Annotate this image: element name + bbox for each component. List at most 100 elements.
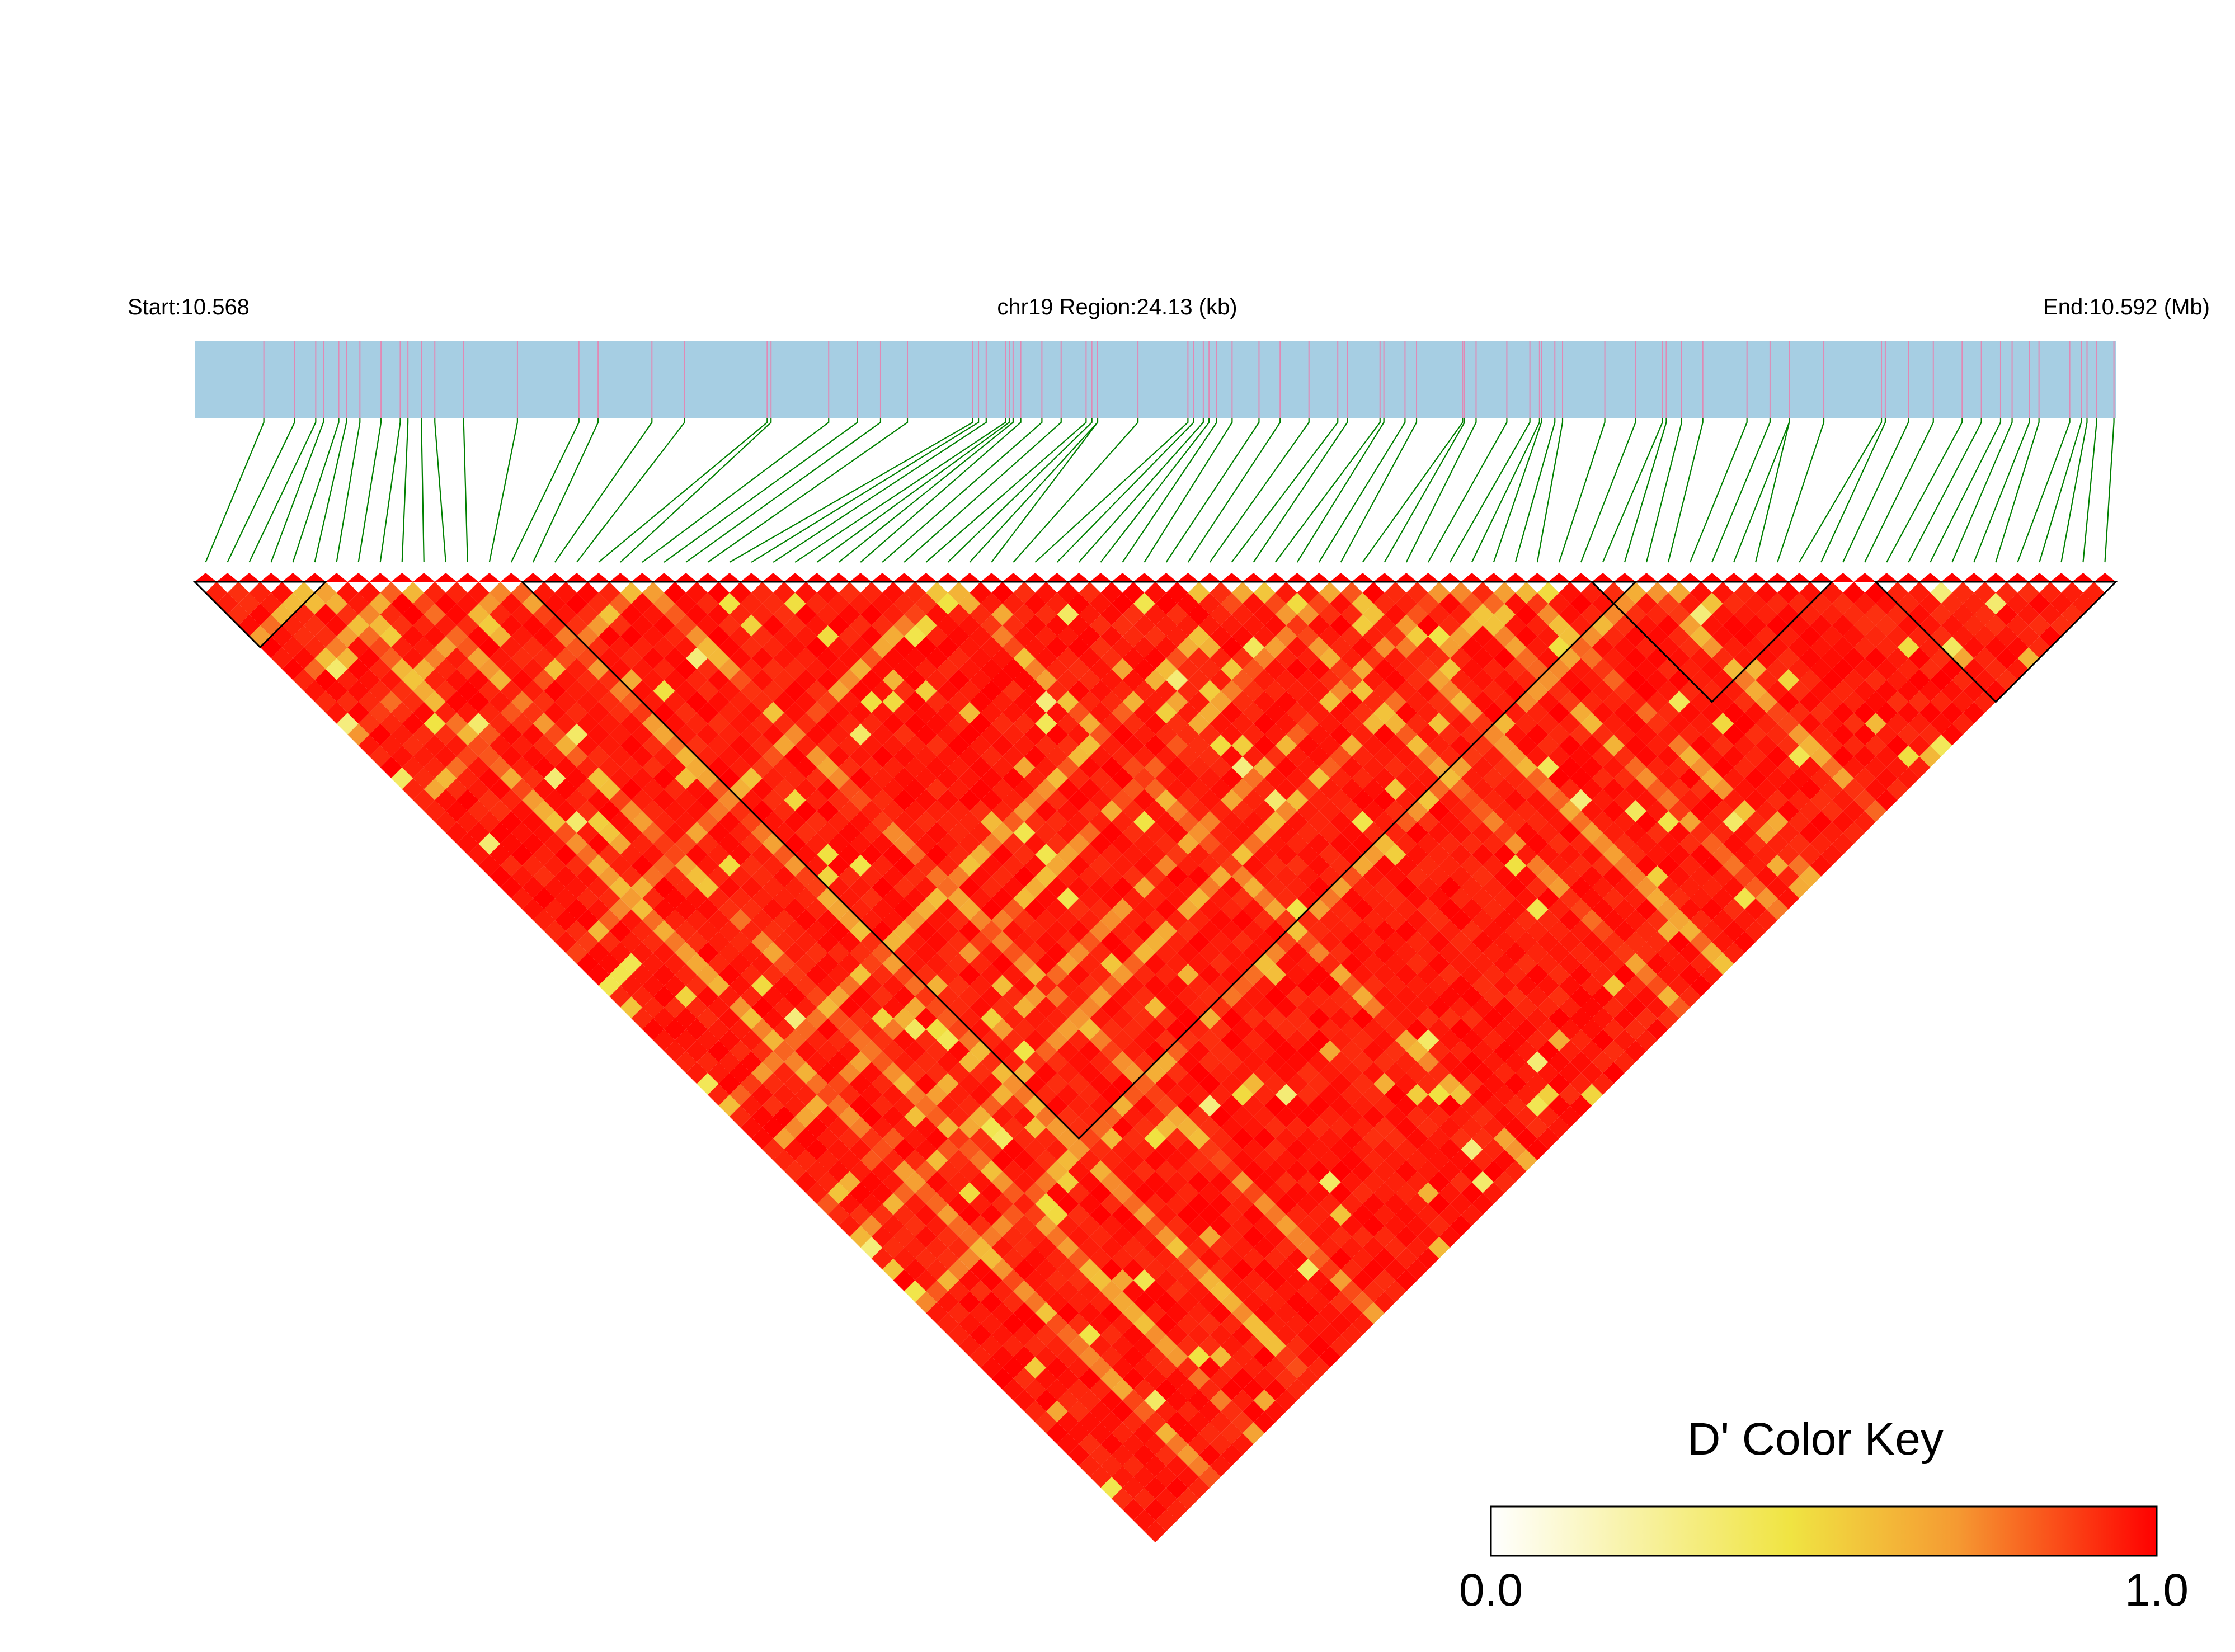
ld-cell <box>893 1204 915 1226</box>
ld-cell <box>1373 1117 1396 1139</box>
ld-cell <box>1231 778 1254 801</box>
ld-cell <box>1046 1378 1068 1401</box>
ld-cell <box>1657 767 1679 789</box>
ld-cell <box>827 789 850 811</box>
ld-cell <box>1144 996 1166 1019</box>
ld-cell <box>1592 876 1614 898</box>
ld-cell <box>1406 669 1428 691</box>
ld-cell <box>784 1073 806 1095</box>
ld-cell <box>424 604 446 626</box>
snp-marker <box>391 573 413 582</box>
ld-cell <box>1373 1138 1396 1161</box>
ld-cell <box>1100 1433 1123 1455</box>
ld-cell <box>1635 920 1658 942</box>
ld-cell <box>915 1248 937 1270</box>
snp-connector <box>925 418 1087 563</box>
ld-cell <box>1243 920 1265 942</box>
ld-cell <box>1264 1007 1287 1029</box>
ld-cell <box>1024 1357 1046 1379</box>
snp-connector <box>1427 418 1508 563</box>
ld-cell <box>1548 789 1570 811</box>
ld-cell <box>1461 920 1483 942</box>
ld-cell <box>1340 1062 1363 1084</box>
ld-cell <box>1133 1357 1155 1379</box>
ld-cell <box>893 1248 915 1270</box>
ld-cell <box>784 985 806 1008</box>
snp-marker <box>304 573 326 582</box>
ld-cell <box>544 898 566 920</box>
ld-cell <box>1144 865 1166 888</box>
snp-connector <box>1799 418 1883 563</box>
ld-cell <box>489 778 511 801</box>
ld-cell <box>642 931 664 953</box>
ld-cell <box>1275 582 1297 604</box>
ld-cell <box>1493 691 1516 713</box>
ld-cell <box>1570 658 1592 680</box>
ld-cell <box>1461 614 1483 637</box>
ld-cell <box>948 735 970 757</box>
ld-cell <box>904 1105 926 1128</box>
ld-cell <box>413 702 435 724</box>
ld-cell <box>773 1018 796 1041</box>
ld-cell <box>631 680 653 702</box>
ld-cell <box>1996 647 2018 670</box>
ld-cell <box>970 1258 992 1281</box>
ld-cell <box>1723 832 1745 855</box>
ld-cell <box>1089 985 1112 1008</box>
ld-block-outlines <box>192 581 2118 1140</box>
snp-marker <box>413 573 435 582</box>
ld-cell <box>554 735 577 757</box>
ld-cell <box>566 811 588 833</box>
ld-cell <box>304 614 326 637</box>
ld-cell <box>457 789 479 811</box>
ld-cell <box>1013 1345 1036 1368</box>
ld-cell <box>1493 1084 1516 1106</box>
ld-cell <box>1668 669 1691 691</box>
ld-cell <box>1450 582 1472 604</box>
ld-cell <box>1067 1051 1090 1074</box>
snp-marker <box>1744 573 1767 582</box>
snp-connector <box>1930 418 2002 563</box>
ld-cell <box>915 1138 937 1161</box>
ld-cell <box>1384 1280 1406 1302</box>
ld-cell <box>1963 702 1985 724</box>
ld-cell <box>1821 735 1843 757</box>
ld-cell <box>1701 789 1723 811</box>
ld-cell <box>1089 636 1112 658</box>
ld-cell <box>522 680 544 702</box>
ld-cell <box>1133 898 1155 920</box>
snp-connector <box>904 418 1062 563</box>
ld-cell <box>1668 844 1691 866</box>
ld-cell <box>1788 636 1810 658</box>
ld-cell <box>948 1324 970 1346</box>
ld-cell <box>827 1095 850 1117</box>
ld-cell <box>1865 691 1887 713</box>
ld-cell <box>730 625 752 648</box>
ld-cell <box>1897 767 1919 789</box>
ld-cell <box>435 658 457 680</box>
ld-cell <box>1286 1291 1309 1314</box>
snp-marker <box>1701 573 1723 582</box>
ld-cell <box>980 592 1003 615</box>
ld-cell <box>1144 778 1166 801</box>
ld-cell <box>1297 582 1319 604</box>
ld-cell <box>522 789 544 811</box>
color-key-title: D' Color Key <box>1687 1414 1944 1465</box>
ld-cell <box>1580 931 1603 953</box>
ld-cell <box>1635 680 1658 702</box>
ld-cell <box>1395 1095 1418 1117</box>
ld-cell <box>1330 1073 1352 1095</box>
ld-cell <box>1308 592 1330 615</box>
ld-cell <box>1024 636 1046 658</box>
ld-cell <box>544 680 566 702</box>
ld-cell <box>1243 658 1265 680</box>
ld-cell <box>1417 614 1439 637</box>
ld-cell <box>1221 767 1243 789</box>
ld-cell <box>1319 1084 1341 1106</box>
ld-cell <box>1243 767 1265 789</box>
ld-cell <box>1264 985 1287 1008</box>
ld-cell <box>991 1258 1014 1281</box>
ld-cell <box>882 1149 905 1171</box>
ld-cell <box>1657 942 1679 964</box>
ld-cell <box>1865 735 1887 757</box>
